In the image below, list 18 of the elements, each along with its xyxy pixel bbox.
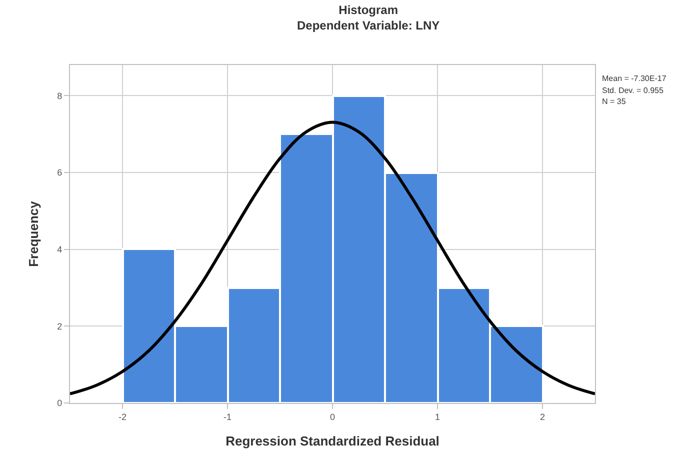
- x-axis-title: Regression Standardized Residual: [226, 433, 440, 448]
- y-tick-label: 2: [57, 321, 62, 332]
- x-tick-label: 0: [330, 412, 336, 422]
- y-tick-label: 8: [57, 90, 62, 101]
- line-series: [70, 120, 595, 396]
- x-tick-label: 1: [434, 412, 440, 422]
- y-tick-label: 6: [57, 168, 62, 178]
- text: N = 35: [602, 97, 626, 106]
- y-tick-label: 4: [57, 244, 62, 255]
- x-tick-label: -2: [118, 412, 127, 422]
- chart-subtitle: Dependent Variable: LNY: [297, 18, 440, 32]
- x-tick-label: -1: [223, 412, 232, 422]
- text: Mean = -7.30E-17: [602, 74, 667, 83]
- y-tick-label: 0: [57, 398, 62, 408]
- x-tick-label: 2: [540, 412, 546, 422]
- y-axis-title: Frequency: [26, 200, 42, 267]
- chart-title: Histogram: [338, 2, 398, 17]
- text: Std. Dev. = 0.955: [602, 86, 664, 95]
